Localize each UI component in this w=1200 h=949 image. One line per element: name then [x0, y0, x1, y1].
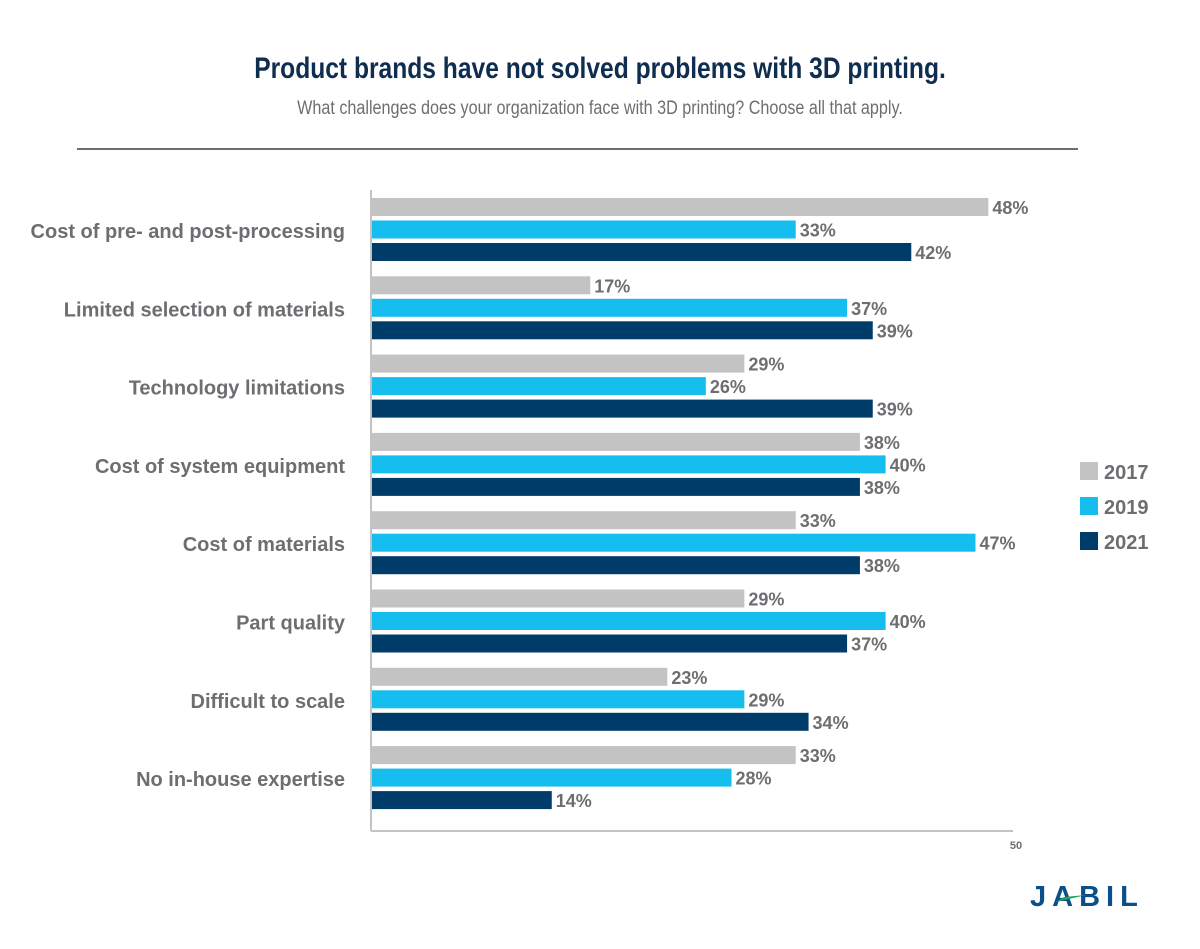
svg-text:JABIL: JABIL: [1030, 881, 1144, 912]
bar-2017: [372, 198, 989, 216]
legend-swatch-2019: [1080, 497, 1098, 515]
bar-2019: [372, 690, 745, 709]
data-label: 40%: [890, 612, 926, 632]
data-label: 33%: [800, 746, 836, 766]
bar-2019: [372, 298, 848, 317]
data-label: 34%: [813, 713, 849, 733]
bar-2021: [372, 791, 552, 810]
bar-2021: [372, 321, 873, 340]
legend-swatch-2017: [1080, 462, 1098, 480]
data-label: 38%: [864, 478, 900, 498]
bar-2019: [372, 533, 976, 552]
category-label: Cost of pre- and post-processing: [31, 221, 345, 243]
data-label: 38%: [864, 556, 900, 576]
bar-2017: [372, 589, 745, 608]
legend-label: 2021: [1104, 532, 1149, 554]
bar-2021: [372, 712, 809, 731]
bar-2017: [372, 746, 796, 765]
category-label: No in-house expertise: [136, 769, 345, 791]
data-label: 39%: [877, 321, 913, 341]
data-label: 38%: [864, 433, 900, 453]
jabil-logo: JABIL: [1030, 881, 1144, 912]
bar-2019: [372, 220, 796, 239]
divider: [77, 148, 1078, 150]
bar-2019: [372, 612, 886, 630]
bar-2021: [372, 477, 860, 496]
data-label: 26%: [710, 377, 746, 397]
chart-title: Product brands have not solved problems …: [254, 52, 946, 85]
chart-subtitle: What challenges does your organization f…: [297, 98, 903, 119]
bar-2017: [372, 354, 745, 373]
data-label: 29%: [748, 355, 784, 375]
data-label: 29%: [748, 590, 784, 610]
data-label: 39%: [877, 400, 913, 420]
category-label: Technology limitations: [129, 378, 345, 400]
bar-2021: [372, 243, 912, 261]
bar-2017: [372, 276, 591, 295]
data-label: 47%: [979, 534, 1015, 554]
bar-2021: [372, 556, 860, 575]
legend-label: 2017: [1104, 462, 1149, 484]
data-label: 17%: [594, 276, 630, 296]
bar-2021: [372, 399, 873, 418]
category-label: Difficult to scale: [191, 691, 345, 713]
category-label: Limited selection of materials: [64, 299, 345, 321]
data-label: 14%: [556, 791, 592, 811]
data-label: 33%: [800, 511, 836, 531]
legend-swatch-2021: [1080, 532, 1098, 550]
bar-2017: [372, 667, 668, 686]
data-label: 42%: [915, 243, 951, 263]
data-label: 28%: [736, 769, 772, 789]
category-label: Part quality: [236, 613, 346, 635]
data-label: 29%: [748, 690, 784, 710]
data-label: 37%: [851, 635, 887, 655]
bar-2019: [372, 768, 732, 787]
bar-2021: [372, 634, 848, 653]
data-label: 37%: [851, 299, 887, 319]
category-label: Cost of system equipment: [95, 456, 345, 478]
legend-label: 2019: [1104, 497, 1149, 519]
bar-2017: [372, 432, 860, 451]
bar-2019: [372, 455, 886, 474]
data-label: 33%: [800, 221, 836, 241]
bar-2019: [372, 377, 706, 396]
data-label: 40%: [890, 455, 926, 475]
data-label: 48%: [992, 198, 1028, 218]
data-label: 23%: [671, 668, 707, 688]
category-label: Cost of materials: [183, 534, 345, 556]
bar-2017: [372, 511, 796, 530]
x-tick-label: 50: [1010, 840, 1022, 852]
